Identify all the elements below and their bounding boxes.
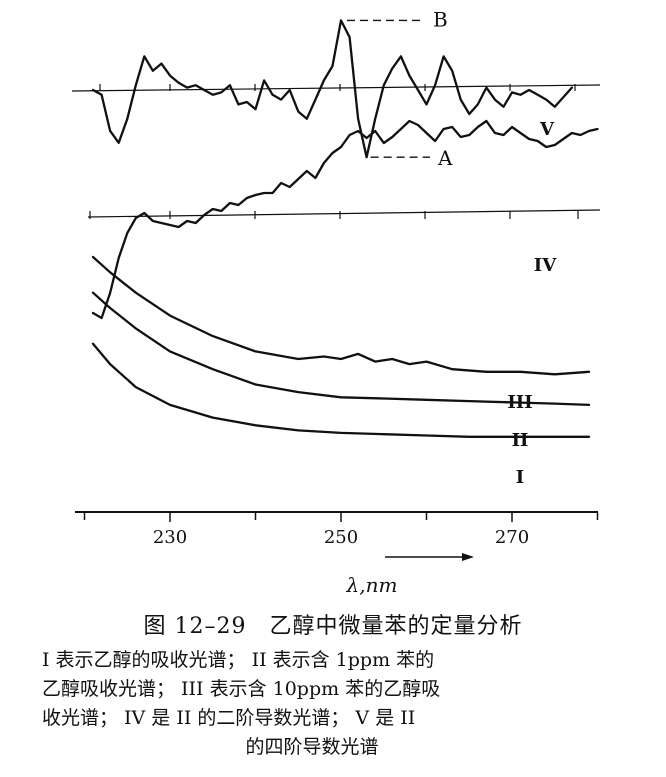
x-tick-label-230: 230: [153, 527, 187, 548]
figure-caption-title: 图 12–29 乙醇中微量苯的定量分析: [143, 614, 523, 639]
caption-line-1: I 表示乙醇的吸收光谱； II 表示含 1ppm 苯的: [42, 649, 435, 671]
wavelength-arrow-head: [462, 553, 474, 561]
x-tick-label-270: 270: [495, 527, 529, 548]
series-ii-line: [91, 291, 591, 407]
series-label-iii: III: [507, 392, 532, 413]
x-axis: 230 250 270 λ,nm: [71, 84, 601, 597]
x-tick-label-250: 250: [324, 527, 358, 548]
v-baseline: [71, 84, 601, 92]
annotation-b: B: [433, 7, 448, 31]
series-iv-line: [91, 119, 599, 320]
caption-line-2: 乙醇吸收光谱； III 表示含 10ppm 苯的乙醇吸: [42, 678, 441, 700]
series-iii-line: [91, 255, 591, 376]
iv-baseline: [87, 209, 601, 218]
caption-line-3: 收光谱； IV 是 II 的二阶导数光谱； V 是 II: [42, 707, 416, 729]
x-axis-label: λ,nm: [346, 573, 398, 597]
series-i-line: [91, 342, 591, 438]
series-v-line: [91, 19, 574, 159]
figure-caption-body: I 表示乙醇的吸收光谱； II 表示含 1ppm 苯的 乙醇吸收光谱； III …: [42, 646, 622, 762]
annotation-a: A: [437, 146, 453, 170]
series-label-v: V: [539, 119, 555, 140]
series-label-iv: IV: [534, 255, 557, 276]
curves: [91, 19, 599, 438]
series-label-ii: II: [512, 430, 529, 451]
series-label-i: I: [516, 467, 524, 488]
caption-line-4: 的四阶导数光谱: [245, 736, 379, 758]
